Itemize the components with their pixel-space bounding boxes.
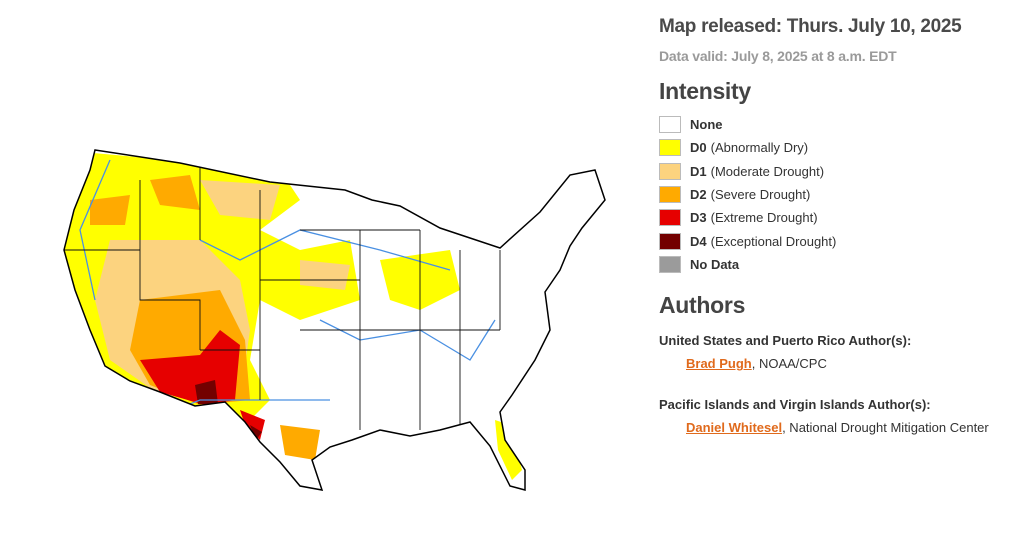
author-line: Daniel Whitesel, National Drought Mitiga… bbox=[686, 420, 1019, 435]
legend-title: Intensity bbox=[659, 78, 751, 104]
drought-map bbox=[63, 149, 606, 491]
author-affiliation: , National Drought Mitigation Center bbox=[782, 420, 989, 436]
d4-area bbox=[195, 380, 262, 440]
legend-code: D0 bbox=[690, 140, 707, 156]
legend-item: D3 (Extreme Drought) bbox=[659, 206, 1019, 229]
map-fill bbox=[64, 150, 522, 480]
info-panel: Map released: Thurs. July 10, 2025 Data … bbox=[659, 16, 1019, 435]
legend-description: (Severe Drought) bbox=[710, 187, 811, 203]
author-link[interactable]: Brad Pugh bbox=[686, 356, 752, 372]
map-released: Map released: Thurs. July 10, 2025 bbox=[659, 16, 962, 37]
d1-area bbox=[200, 180, 350, 290]
legend-description: (Extreme Drought) bbox=[710, 210, 818, 226]
legend-swatch bbox=[659, 116, 681, 134]
author-line: Brad Pugh, NOAA/CPC bbox=[686, 356, 1019, 371]
legend-item: D2 (Severe Drought) bbox=[659, 183, 1019, 206]
legend-swatch bbox=[659, 162, 681, 180]
legend-description: (Exceptional Drought) bbox=[710, 233, 837, 249]
legend-swatch bbox=[659, 255, 681, 273]
legend-swatch bbox=[659, 186, 681, 204]
authors-title: Authors bbox=[659, 292, 746, 319]
author-affiliation: , NOAA/CPC bbox=[751, 356, 827, 372]
legend-item: D1 (Moderate Drought) bbox=[659, 160, 1019, 183]
d2-area bbox=[90, 175, 200, 225]
legend-swatch bbox=[659, 232, 681, 250]
author-section-label: Pacific Islands and Virgin Islands Autho… bbox=[659, 397, 931, 413]
legend-item: No Data bbox=[659, 253, 1019, 276]
state-border bbox=[64, 160, 501, 430]
legend-code: D2 bbox=[690, 187, 707, 203]
legend-swatch bbox=[659, 139, 681, 157]
d0-area bbox=[495, 420, 522, 480]
legend: None D0 (Abnormally Dry) D1 (Moderate Drough… bbox=[659, 113, 1019, 276]
legend-code: D3 bbox=[690, 210, 707, 226]
legend-code: D4 bbox=[690, 233, 707, 249]
legend-item: D0 (Abnormally Dry) bbox=[659, 136, 1019, 159]
legend-description: (Abnormally Dry) bbox=[710, 140, 809, 156]
legend-code: D1 bbox=[690, 163, 707, 179]
author-link[interactable]: Daniel Whitesel bbox=[686, 420, 783, 436]
data-valid: Data valid: July 8, 2025 at 8 a.m. EDT bbox=[659, 48, 897, 64]
author-section-label: United States and Puerto Rico Author(s): bbox=[659, 333, 912, 349]
legend-description: (Moderate Drought) bbox=[710, 163, 825, 179]
legend-item: None bbox=[659, 113, 1019, 136]
legend-code: No Data bbox=[690, 256, 740, 272]
legend-item: D4 (Exceptional Drought) bbox=[659, 229, 1019, 252]
us-outline bbox=[63, 149, 606, 491]
legend-code: None bbox=[690, 117, 723, 133]
authors: United States and Puerto Rico Author(s):… bbox=[659, 333, 1019, 435]
legend-swatch bbox=[659, 209, 681, 227]
